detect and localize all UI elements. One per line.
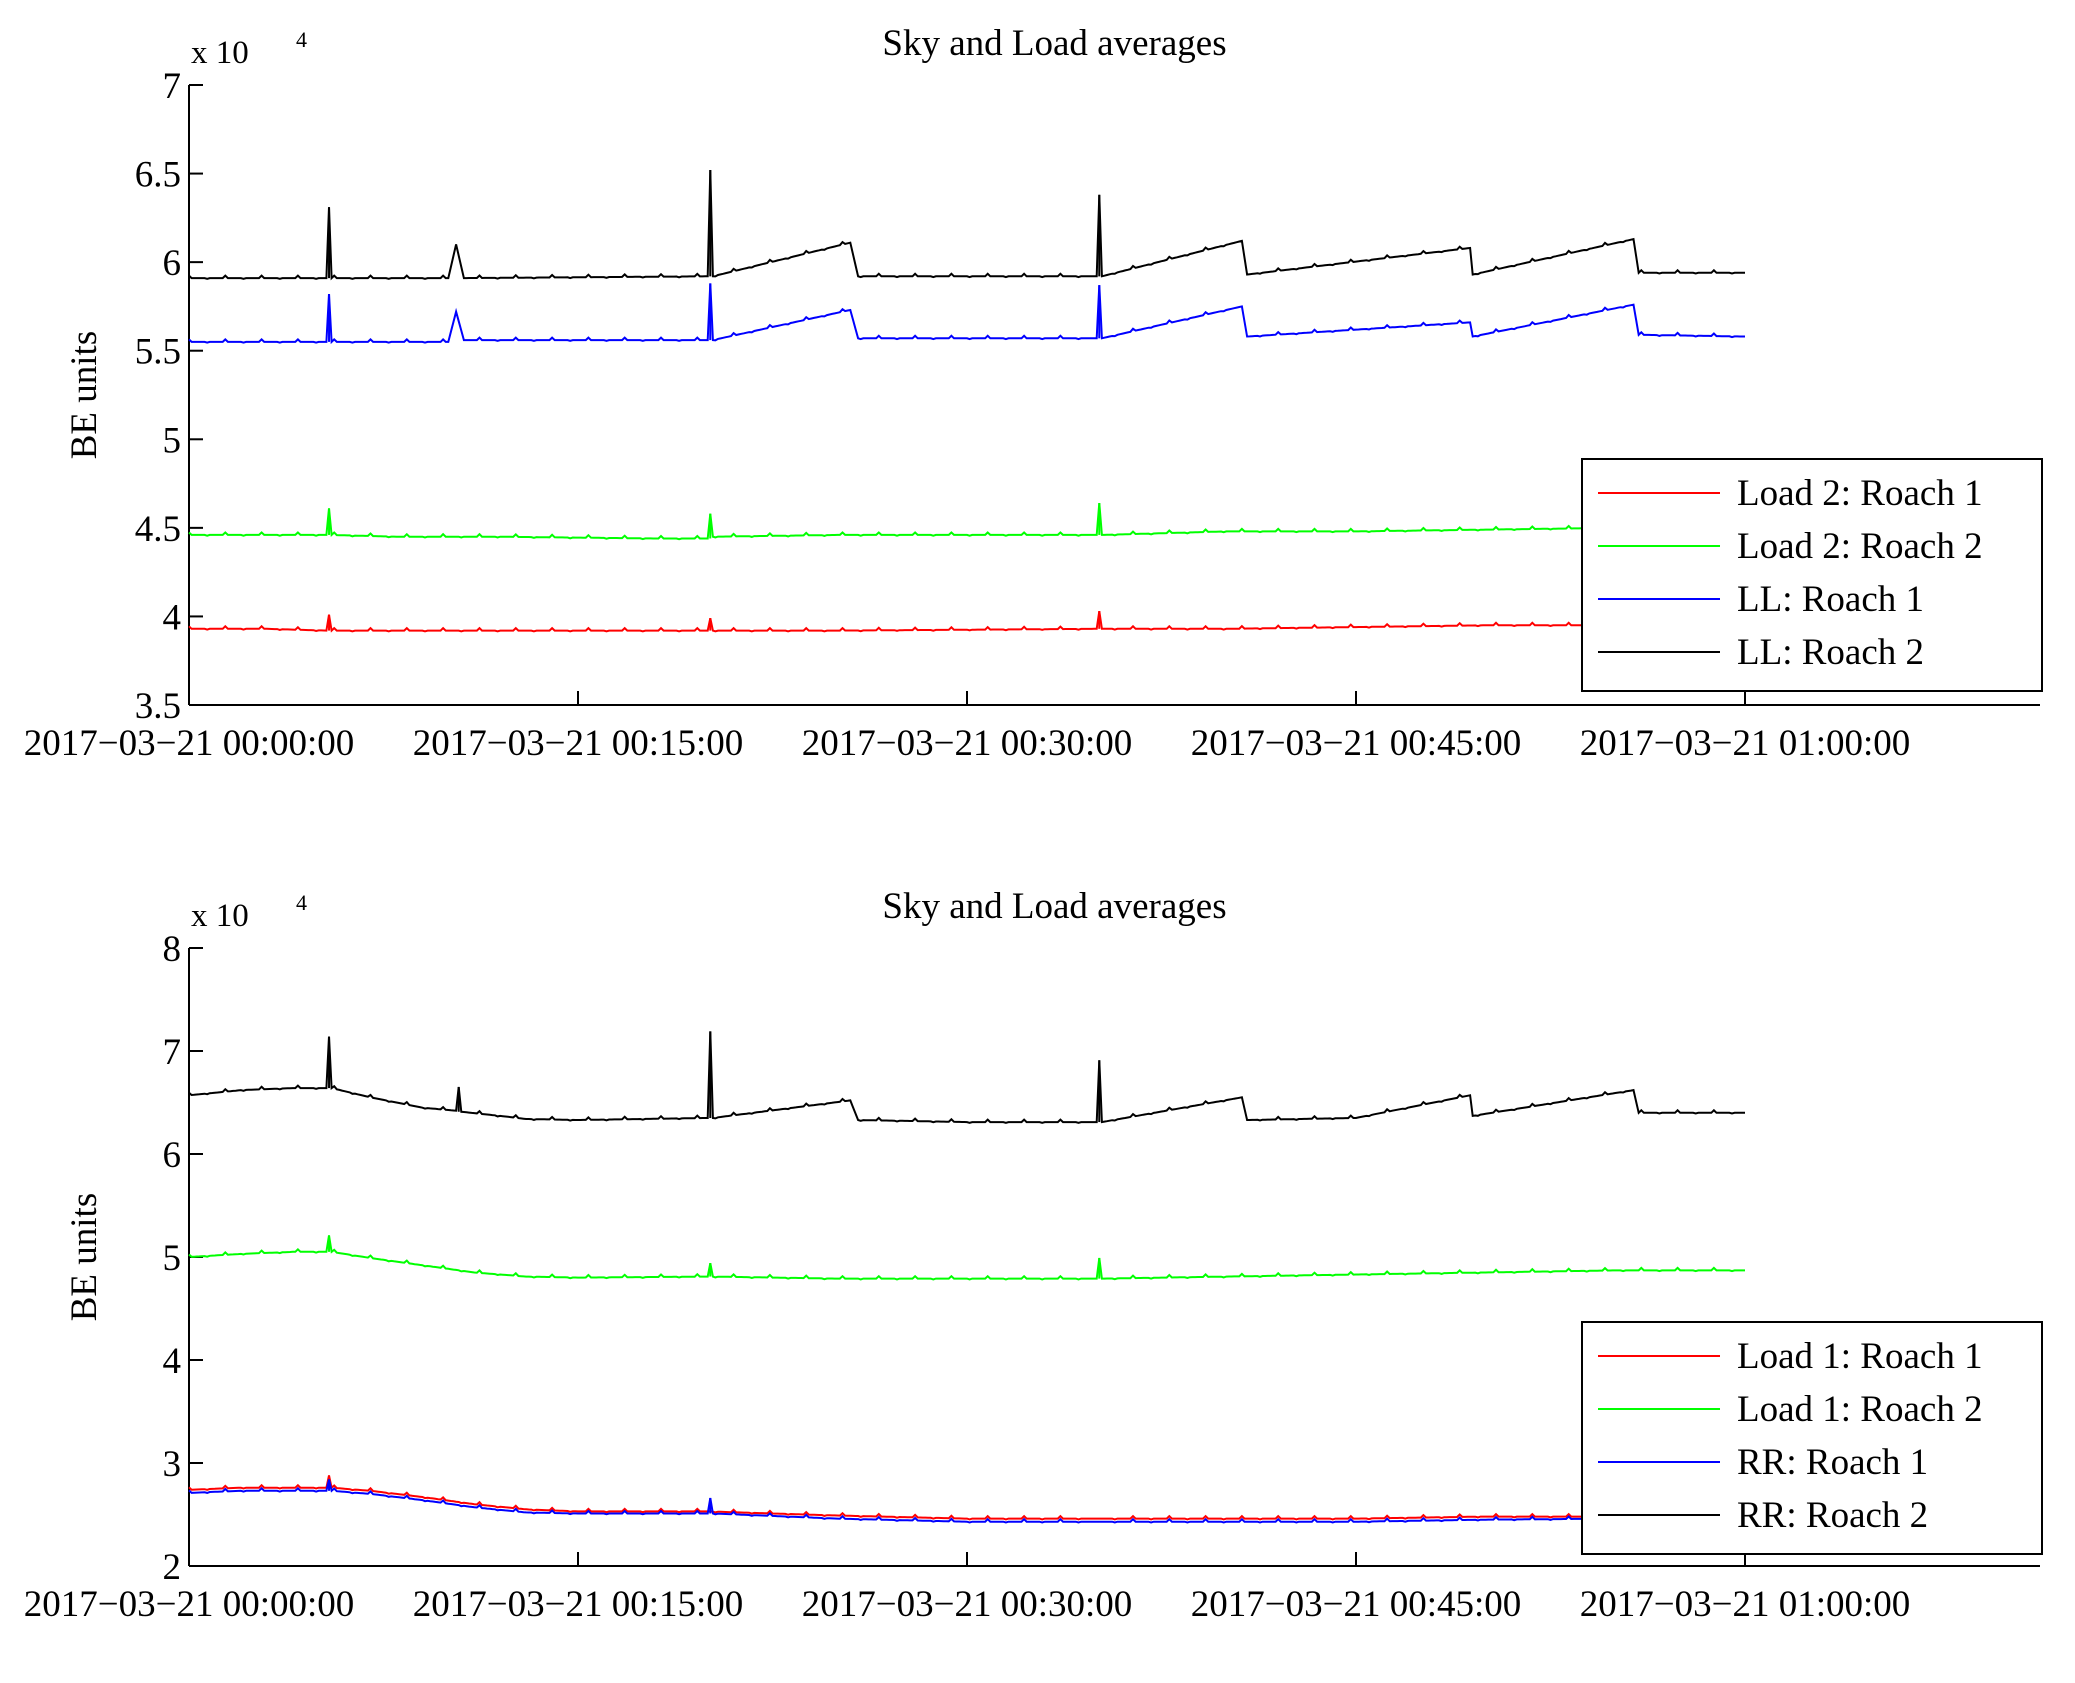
y-axis-label: BE units [64, 331, 105, 460]
legend-label-1: Load 1: Roach 2 [1737, 1389, 1983, 1430]
y-tick-label: 4.5 [135, 509, 181, 550]
legend-label-2: LL: Roach 1 [1737, 579, 1924, 620]
y-tick-label: 5.5 [135, 332, 181, 373]
y-multiplier-exponent: 4 [296, 27, 307, 52]
y-tick-label: 4 [163, 1341, 182, 1382]
y-tick-label: 3.5 [135, 686, 181, 727]
y-tick-label: 7 [163, 66, 182, 107]
legend-label-0: Load 1: Roach 1 [1737, 1336, 1983, 1377]
x-tick-label: 2017−03−21 00:15:00 [413, 1584, 744, 1625]
legend-label-3: LL: Roach 2 [1737, 632, 1924, 673]
series-line-3 [188, 169, 1745, 281]
legend-label-1: Load 2: Roach 2 [1737, 526, 1983, 567]
series-line-2 [188, 1479, 1745, 1524]
x-tick-label: 2017−03−21 00:30:00 [802, 1584, 1133, 1625]
legend-label-2: RR: Roach 1 [1737, 1442, 1928, 1483]
x-tick-label: 2017−03−21 01:00:00 [1580, 723, 1911, 764]
y-axis-label: BE units [64, 1193, 105, 1322]
x-tick-label: 2017−03−21 00:15:00 [413, 723, 744, 764]
y-tick-label: 6 [163, 1135, 182, 1176]
series-line-0 [188, 1475, 1745, 1521]
series-line-2 [188, 283, 1745, 345]
x-tick-label: 2017−03−21 00:00:00 [24, 723, 355, 764]
series-line-1 [188, 1235, 1745, 1281]
series-line-0 [188, 610, 1745, 633]
x-tick-label: 2017−03−21 00:45:00 [1191, 723, 1522, 764]
y-tick-label: 4 [163, 597, 182, 638]
x-tick-label: 2017−03−21 00:45:00 [1191, 1584, 1522, 1625]
y-tick-label: 3 [163, 1444, 182, 1485]
chart-title: Sky and Load averages [882, 23, 1226, 64]
y-multiplier-label: x 10 [191, 35, 249, 71]
y-tick-label: 6 [163, 243, 182, 284]
series-line-3 [188, 1031, 1745, 1124]
legend: Load 2: Roach 1 Load 2: Roach 2 LL: Roach … [1581, 458, 2043, 692]
y-tick-label: 5 [163, 420, 182, 461]
y-multiplier-exponent: 4 [296, 890, 307, 915]
x-tick-label: 2017−03−21 00:00:00 [24, 1584, 355, 1625]
y-tick-label: 7 [163, 1032, 182, 1073]
x-tick-label: 2017−03−21 00:30:00 [802, 723, 1133, 764]
series-line-1 [188, 503, 1745, 541]
y-multiplier-label: x 10 [191, 898, 249, 934]
y-tick-label: 2 [163, 1547, 182, 1588]
legend-label-0: Load 2: Roach 1 [1737, 473, 1983, 514]
chart-title: Sky and Load averages [882, 886, 1226, 927]
y-tick-label: 6.5 [135, 155, 181, 196]
chart-panel-bottom: Sky and Load averages x 10 4 BE units 2 3 4 5 6 7… [24, 886, 2043, 1625]
x-tick-label: 2017−03−21 01:00:00 [1580, 1584, 1911, 1625]
chart-panel-top: Sky and Load averages x 10 4 BE units 3.5 4 4.… [24, 23, 2043, 764]
legend-label-3: RR: Roach 2 [1737, 1495, 1928, 1536]
legend: Load 1: Roach 1 Load 1: Roach 2 RR: Roach … [1581, 1321, 2043, 1555]
legend-box [1581, 458, 2043, 692]
y-tick-label: 5 [163, 1238, 182, 1279]
y-tick-label: 8 [163, 929, 182, 970]
